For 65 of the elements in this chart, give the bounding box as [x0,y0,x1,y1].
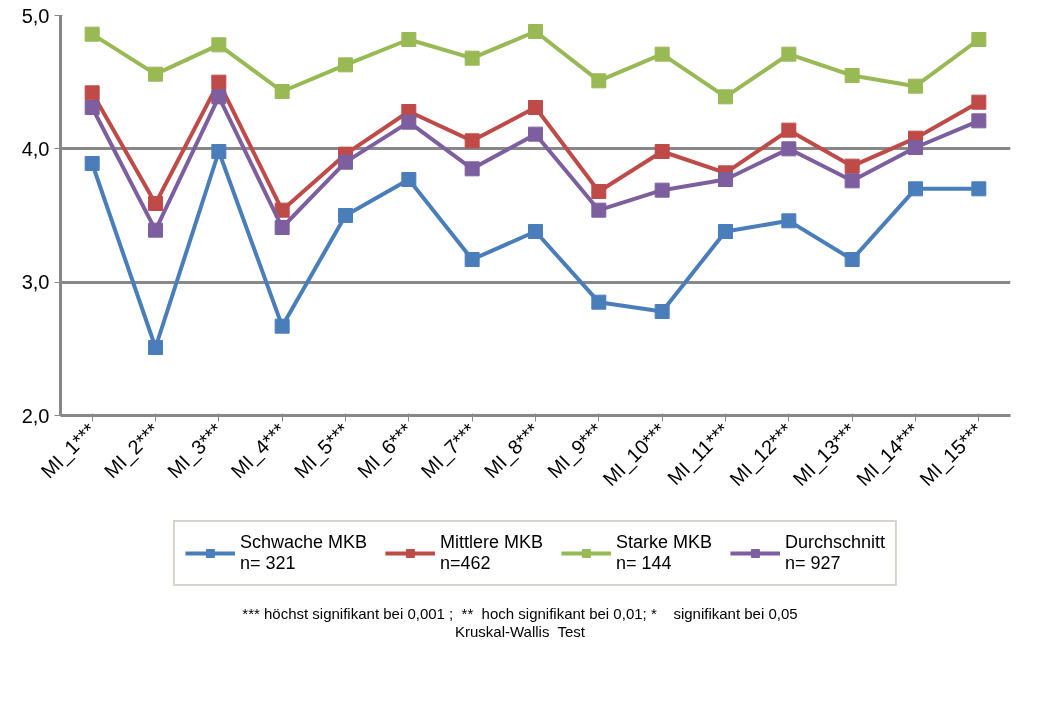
point [464,161,480,177]
point [591,184,607,199]
point [654,182,670,198]
point [718,224,733,239]
point [274,220,290,235]
point [971,94,987,110]
point [908,181,923,197]
point [338,154,353,170]
point [654,46,670,62]
point [654,304,670,319]
point [528,100,543,115]
point [148,196,163,211]
point [84,100,100,115]
point [781,46,797,62]
point [401,32,417,47]
point [591,202,607,218]
legend-label: Mittlere MKB n=462 [439,531,544,574]
point [211,37,227,53]
point [338,208,353,223]
point [591,294,607,310]
point [718,89,733,105]
point [844,158,860,174]
point [464,133,480,149]
y-tick-label: 2,0 [21,404,50,427]
point [781,141,797,157]
point [781,122,797,138]
point [528,24,543,39]
point [528,224,543,239]
point [148,340,163,355]
point [274,84,290,99]
legend-label: Schwache MKB n= 321 [239,531,367,574]
legend-label: Starke MKB n= 144 [616,531,713,574]
point [211,89,227,105]
point [274,318,290,334]
point [84,156,100,171]
text: *** höchst signifikant bei 0,001 ; ** hoch signifikant bei 0,01; * signifikant bei 0,05 [242,605,798,623]
point [591,73,607,89]
point [338,57,353,73]
point [781,213,797,229]
point [211,144,227,159]
point [844,173,860,189]
point [84,26,100,42]
point [464,50,480,66]
y-tick-label: 5,0 [21,4,50,27]
point [971,32,987,47]
point [844,68,860,83]
point [84,85,100,101]
y-tick-label: 4,0 [21,137,50,160]
point [401,172,417,187]
y-tick-label: 3,0 [21,271,50,294]
point [971,113,987,129]
point [908,78,923,94]
point [654,144,670,159]
point [464,252,480,267]
point [971,181,987,197]
point [528,126,543,142]
point [211,74,227,90]
point [908,140,923,155]
point [148,222,163,238]
point [844,252,860,267]
point [148,66,163,82]
point [401,114,417,130]
legend-label: Durchschnitt n= 927 [785,531,886,574]
point [718,172,733,187]
text: Kruskal-Wallis Test [454,623,586,641]
